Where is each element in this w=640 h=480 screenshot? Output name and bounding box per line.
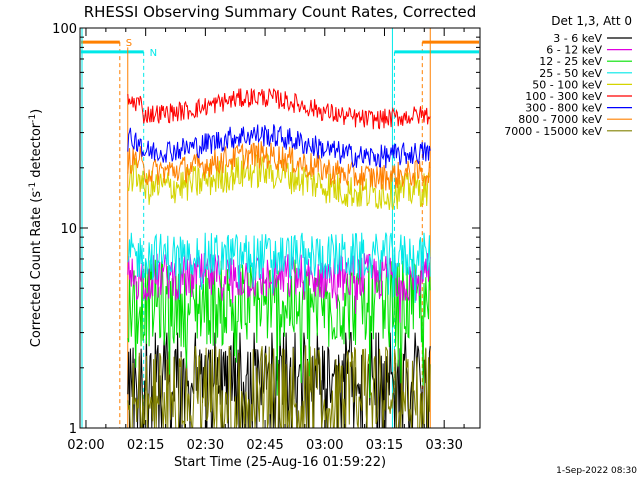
x-tick-label-3: 02:45 [246,438,283,453]
series-line-1 [127,252,431,323]
chart-marks: SN [81,28,479,429]
x-axis: 02:00 02:15 02:30 02:45 03:00 03:15 03:30 [67,28,465,453]
x-tick-label-0: 02:00 [67,438,104,453]
legend-label-6: 300 - 800 keV [525,102,602,115]
legend-label-7: 800 - 7000 keV [518,113,602,126]
series-line-7 [127,141,431,191]
series-line-4 [127,152,431,211]
x-tick-label-6: 03:30 [425,438,462,453]
y-axis-label: Corrected Count Rate (s-1 detector-1) [28,109,44,347]
series-line-3 [127,232,431,304]
x-tick-label-2: 02:30 [187,438,224,453]
annotation-label-0: S [126,38,132,49]
y-tick-label-1: 10 [60,222,77,237]
legend-label-4: 50 - 100 keV [532,78,602,91]
x-axis-label: Start Time (25-Aug-16 01:59:22) [174,455,386,470]
x-tick-label-5: 03:15 [366,438,403,453]
series-line-5 [127,88,431,130]
y-tick-label-0: 1 [69,422,77,437]
legend-label-1: 6 - 12 keV [546,44,602,57]
y-axis: 1 10 100 [52,22,480,437]
legend-label-3: 25 - 50 keV [539,67,602,80]
x-tick-label-1: 02:15 [127,438,164,453]
x-tick-label-4: 03:00 [306,438,343,453]
series-line-2 [127,259,431,399]
y-tick-label-2: 100 [52,22,77,37]
annotation-label-1: N [150,48,157,59]
series-line-6 [127,124,431,169]
legend-label-8: 7000 - 15000 keV [504,125,602,138]
legend-label-0: 3 - 6 keV [553,32,602,45]
legend-label-2: 12 - 25 keV [539,55,602,68]
legend-label-5: 100 - 300 keV [525,90,602,103]
footer-timestamp: 1-Sep-2022 08:30 [556,466,637,476]
chart-title: RHESSI Observing Summary Count Rates, Co… [84,3,477,21]
legend-title: Det 1,3, Att 0 [551,14,632,28]
